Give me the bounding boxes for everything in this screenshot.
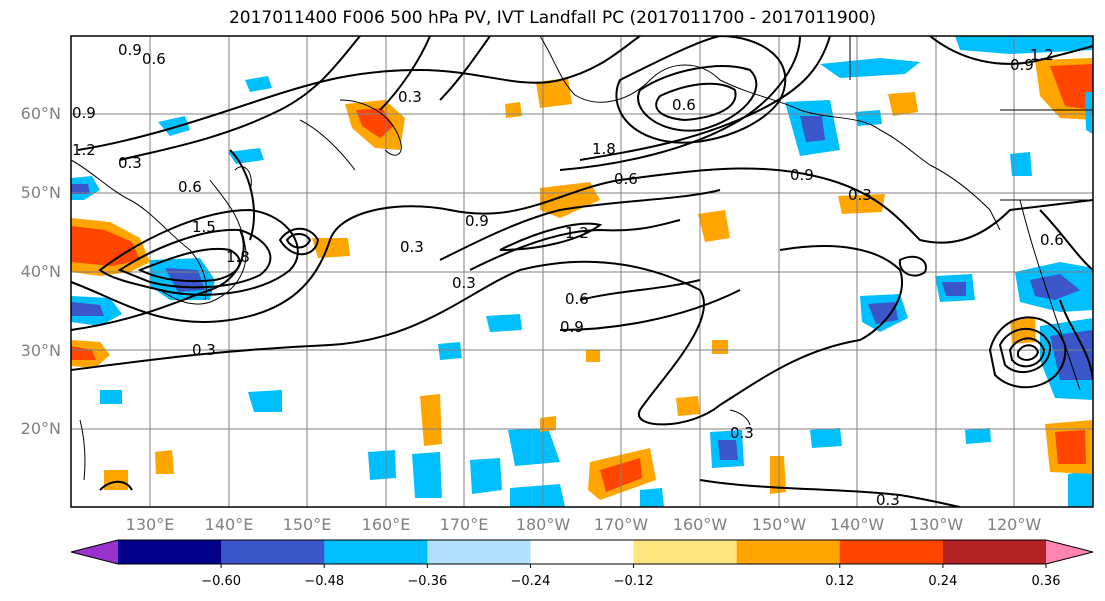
- lon-label: 150°W: [752, 515, 807, 534]
- contour-label: 0.9: [560, 318, 584, 336]
- contour-label: 1.2: [72, 141, 96, 159]
- contour-label: 0.9: [72, 104, 96, 122]
- colorbar-segment: [118, 540, 222, 564]
- lon-label: 160°E: [362, 515, 411, 534]
- colorbar-extend-low: [71, 540, 118, 564]
- colorbar-segment: [427, 540, 531, 564]
- lon-label: 170°E: [440, 515, 489, 534]
- contour-label: 0.3: [192, 341, 216, 359]
- contour-label: 0.3: [848, 186, 872, 204]
- colorbar-extend-high: [1046, 540, 1093, 564]
- contour-label: 0.9: [790, 166, 814, 184]
- lon-label: 120°W: [987, 515, 1042, 534]
- contour-label: 0.9: [118, 41, 142, 59]
- colorbar-segment: [221, 540, 325, 564]
- colorbar-tick-label: −0.24: [511, 574, 551, 589]
- contour-label: 0.3: [400, 238, 424, 256]
- contour-label: 0.6: [1040, 231, 1064, 249]
- colorbar-segment: [736, 540, 841, 564]
- lon-label: 160°W: [673, 515, 728, 534]
- lat-label: 20°N: [21, 419, 61, 438]
- lon-label: 170°W: [594, 515, 649, 534]
- lat-label: 40°N: [21, 262, 61, 281]
- coastlines: [71, 36, 1093, 481]
- colorbar-tick-label: 0.12: [825, 574, 854, 589]
- contour-label: 0.6: [142, 50, 166, 68]
- colorbar-segment: [839, 540, 944, 564]
- colorbar-tick-label: −0.36: [407, 574, 447, 589]
- contour-label: 1.2: [565, 224, 589, 242]
- contour-label: 0.6: [178, 178, 202, 196]
- contour-label: 0.9: [465, 212, 489, 230]
- contour-label: 1.8: [592, 140, 616, 158]
- colorbar-segment: [942, 540, 1047, 564]
- lon-label: 130°W: [909, 515, 964, 534]
- colorbar: −0.60−0.48−0.36−0.24−0.120.120.240.360.4…: [70, 539, 1094, 589]
- gridlines: [71, 36, 1093, 507]
- colorbar-segment: [324, 540, 428, 564]
- colorbar-tick-label: 0.24: [928, 574, 957, 589]
- longitude-labels: 130°E 140°E 150°E 160°E 170°E 180°W 170°…: [126, 515, 1042, 534]
- contour-label: 0.3: [118, 154, 142, 172]
- contour-label: 1.8: [226, 248, 250, 266]
- map-frame: [70, 35, 1094, 508]
- contour-labels: 0.9 0.6 0.9 1.2 0.3 0.6 1.5 1.8 0.3 0.3 …: [72, 41, 1064, 509]
- lon-label: 140°W: [830, 515, 885, 534]
- colorbar-segment: [530, 540, 635, 564]
- contour-label: 0.6: [565, 290, 589, 308]
- lon-label: 130°E: [126, 515, 175, 534]
- contour-label: 0.6: [672, 96, 696, 114]
- lat-label: 30°N: [21, 341, 61, 360]
- contour-label: 1.5: [192, 218, 216, 236]
- lon-label: 150°E: [283, 515, 332, 534]
- lat-label: 60°N: [21, 104, 61, 123]
- colorbar-tick-label: −0.12: [614, 574, 654, 589]
- colorbar-segment: [633, 540, 738, 564]
- contour-label: 0.3: [452, 274, 476, 292]
- colorbar-tick-label: −0.48: [304, 574, 344, 589]
- contour-label: 0.3: [730, 424, 754, 442]
- contour-label: 1.2: [1030, 46, 1054, 64]
- colorbar-tick-label: −0.60: [201, 574, 241, 589]
- colorbar-tick-label: 0.36: [1032, 574, 1061, 589]
- pv-contours: [71, 36, 1093, 507]
- lat-label: 50°N: [21, 183, 61, 202]
- latitude-labels: 20°N 30°N 40°N 50°N 60°N: [21, 104, 61, 438]
- lon-label: 140°E: [205, 515, 254, 534]
- lon-label: 180°W: [516, 515, 571, 534]
- contour-label: 0.6: [614, 170, 638, 188]
- contour-label: 0.3: [398, 88, 422, 106]
- contour-label: 0.3: [876, 491, 900, 509]
- colorbar-outline: [70, 539, 1094, 565]
- contour-label: 0.9: [1010, 56, 1034, 74]
- map-title: 2017011400 F006 500 hPa PV, IVT Landfall…: [228, 8, 876, 28]
